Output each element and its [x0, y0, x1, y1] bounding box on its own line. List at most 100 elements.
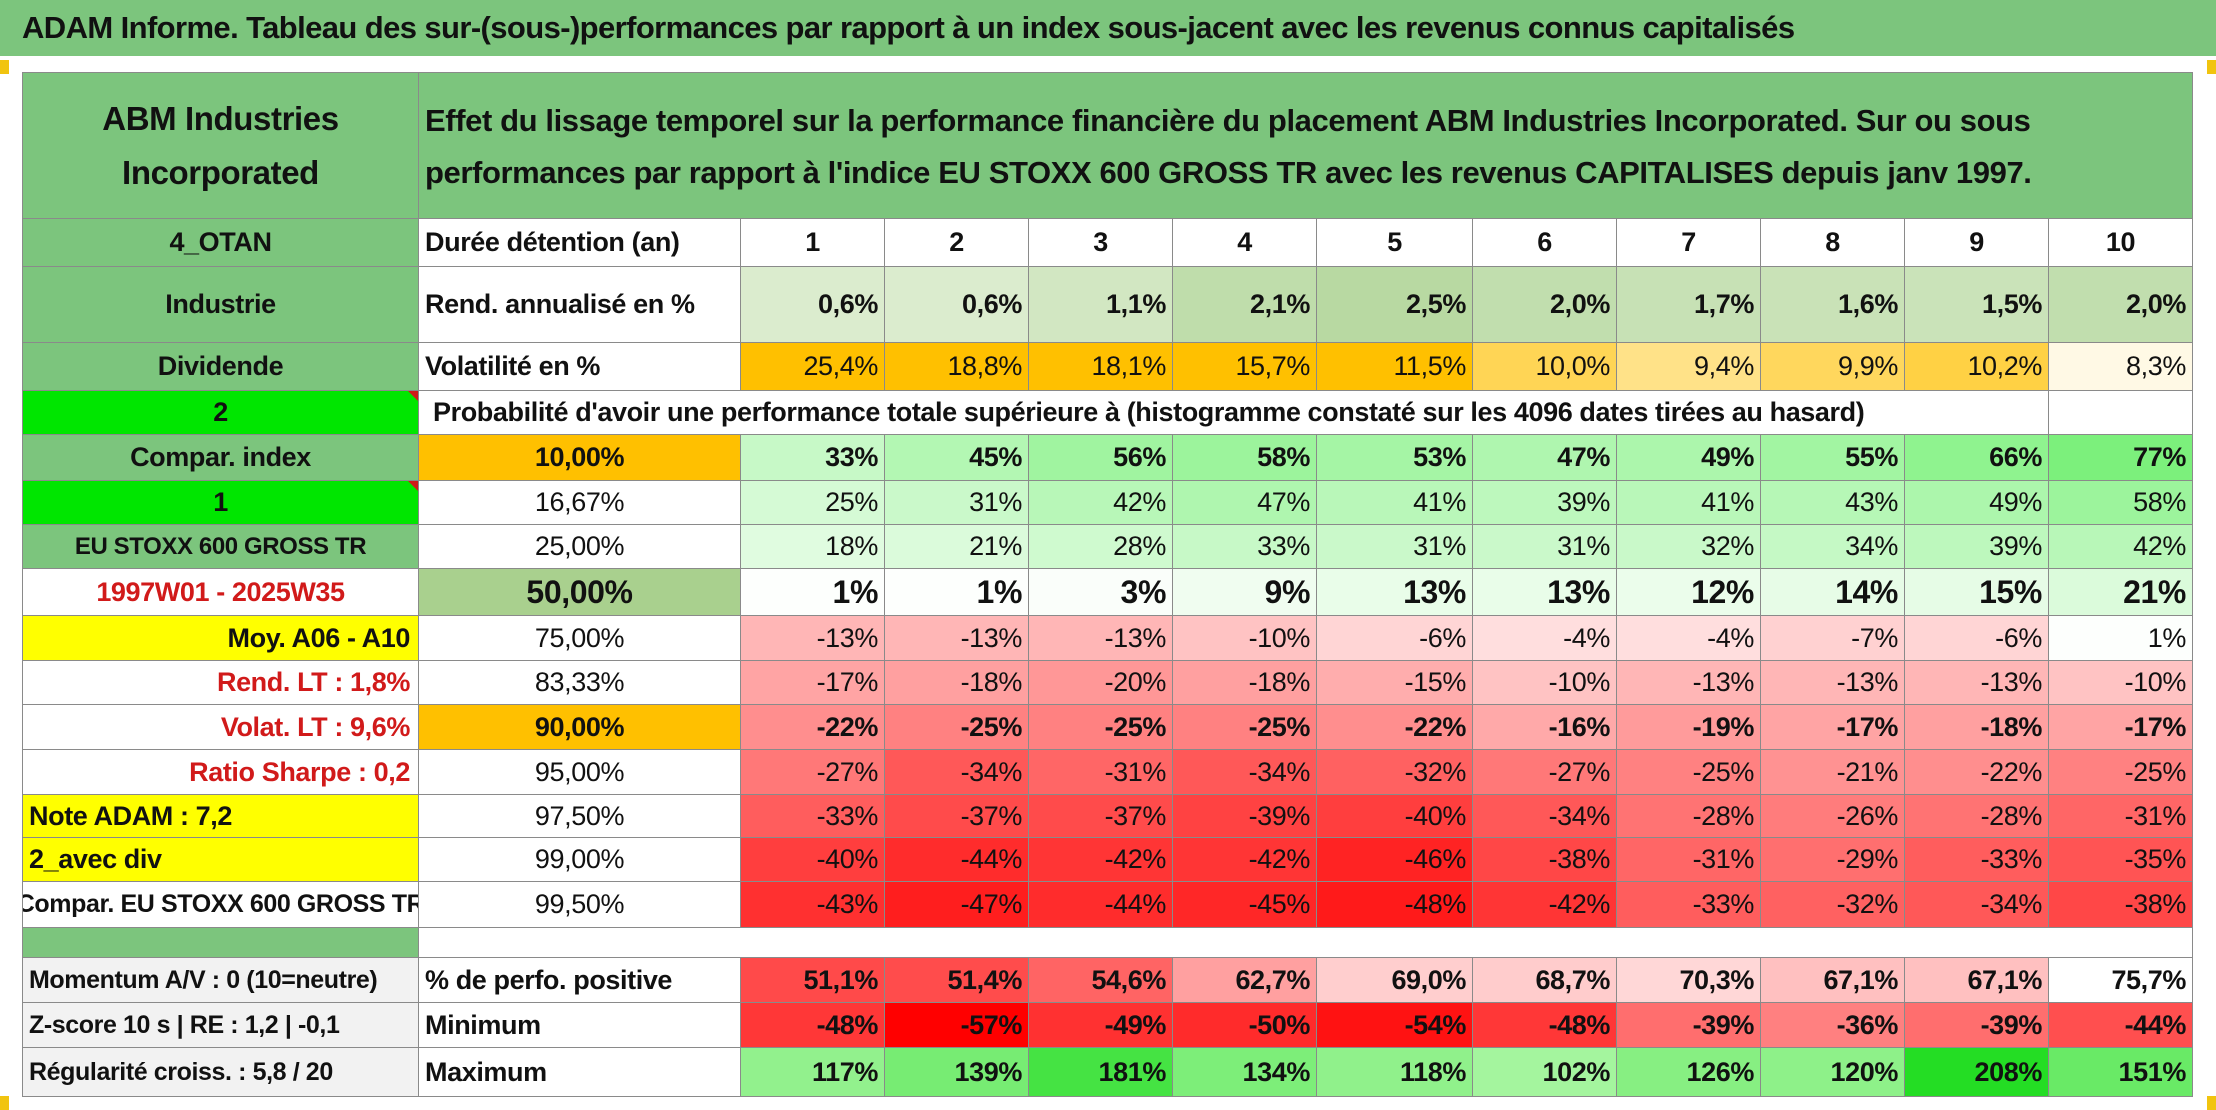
probability-cell: 47% [1473, 435, 1617, 481]
probability-cell: -22% [1317, 705, 1473, 750]
probability-cell: -18% [1173, 661, 1317, 705]
probability-threshold: 99,50% [419, 882, 741, 928]
probability-cell: 39% [1473, 481, 1617, 525]
volatility-cell: 10,2% [1905, 343, 2049, 391]
stat-cell: -50% [1173, 1003, 1317, 1048]
probability-cell: 41% [1617, 481, 1761, 525]
probability-cell: 49% [1617, 435, 1761, 481]
volatility-cell: 25,4% [741, 343, 885, 391]
probability-cell: -6% [1317, 616, 1473, 661]
probability-cell: 56% [1029, 435, 1173, 481]
probability-cell: -33% [1617, 882, 1761, 928]
stat-cell: -48% [1473, 1003, 1617, 1048]
duration-header-cell: 9 [1905, 219, 2049, 267]
stat-cell: -44% [2049, 1003, 2193, 1048]
probability-cell: 66% [1905, 435, 2049, 481]
probability-cell: -42% [1473, 882, 1617, 928]
stat-cell: 68,7% [1473, 958, 1617, 1003]
stat-cell: 134% [1173, 1048, 1317, 1097]
return-cell: 0,6% [741, 267, 885, 343]
probability-cell: -13% [1905, 661, 2049, 705]
probability-cell: -39% [1173, 795, 1317, 838]
probability-cell: 31% [885, 481, 1029, 525]
probability-cell: 33% [741, 435, 885, 481]
probability-cell: 77% [2049, 435, 2193, 481]
probability-cell: 41% [1317, 481, 1473, 525]
volatility-cell: 15,7% [1173, 343, 1317, 391]
probability-cell: -22% [741, 705, 885, 750]
probability-header: Probabilité d'avoir une performance tota… [419, 391, 2049, 435]
compar-index-label: Compar. index [23, 435, 419, 481]
company-name: ABM Industries Incorporated [23, 73, 419, 219]
blank-cell [2049, 391, 2193, 435]
duration-header-cell: 4 [1173, 219, 1317, 267]
probability-threshold: 97,50% [419, 795, 741, 838]
dividend-mode: 2_avec div [23, 838, 419, 882]
probability-cell: -15% [1317, 661, 1473, 705]
probability-cell: -13% [1761, 661, 1905, 705]
stat-cell: 181% [1029, 1048, 1173, 1097]
probability-cell: -25% [1617, 750, 1761, 795]
momentum-label: Momentum A/V : 0 (10=neutre) [23, 958, 419, 1003]
probability-threshold: 99,00% [419, 838, 741, 882]
probability-cell: 45% [885, 435, 1029, 481]
probability-cell: -42% [1029, 838, 1173, 882]
probability-cell: -38% [1473, 838, 1617, 882]
period-label: 1997W01 - 2025W35 [23, 569, 419, 616]
probability-cell: -33% [741, 795, 885, 838]
probability-cell: -17% [741, 661, 885, 705]
dividend-label: Dividende [23, 343, 419, 391]
stat-cell: -36% [1761, 1003, 1905, 1048]
probability-cell: -18% [1905, 705, 2049, 750]
duration-header-cell: 7 [1617, 219, 1761, 267]
probability-cell: -25% [885, 705, 1029, 750]
probability-cell: -32% [1317, 750, 1473, 795]
company-code: 4_OTAN [23, 219, 419, 267]
probability-cell: -22% [1905, 750, 2049, 795]
probability-cell: -37% [885, 795, 1029, 838]
performance-table: ABM Industries Incorporated 4_OTAN Industr… [22, 72, 2193, 1097]
probability-cell: -45% [1173, 882, 1317, 928]
stat-cell: 67,1% [1905, 958, 2049, 1003]
stat-cell: 70,3% [1617, 958, 1761, 1003]
return-cell: 2,5% [1317, 267, 1473, 343]
average-label: Moy. A06 - A10 [23, 616, 419, 661]
zscore-label: Z-score 10 s | RE : 1,2 | -0,1 [23, 1003, 419, 1048]
probability-cell: -4% [1473, 616, 1617, 661]
stat-cell: -49% [1029, 1003, 1173, 1048]
duration-header-cell: 8 [1761, 219, 1905, 267]
probability-cell: -48% [1317, 882, 1473, 928]
probability-threshold: 95,00% [419, 750, 741, 795]
probability-cell: 39% [1905, 525, 2049, 569]
probability-cell: -28% [1905, 795, 2049, 838]
probability-cell: 32% [1617, 525, 1761, 569]
probability-cell: -10% [1473, 661, 1617, 705]
probability-cell: 25% [741, 481, 885, 525]
corner-marker [2207, 1096, 2216, 1110]
stat-cell: 120% [1761, 1048, 1905, 1097]
probability-cell: 33% [1173, 525, 1317, 569]
stat-row-label: Minimum [419, 1003, 741, 1048]
comparison-label: Compar. EU STOXX 600 GROSS TR [23, 882, 419, 928]
probability-cell: 15% [1905, 569, 2049, 616]
stat-cell: -57% [885, 1003, 1029, 1048]
probability-cell: -25% [2049, 750, 2193, 795]
probability-cell: -34% [1473, 795, 1617, 838]
separator-cell [419, 928, 2193, 958]
probability-cell: 1% [741, 569, 885, 616]
stat-cell: 208% [1905, 1048, 2049, 1097]
probability-cell: -10% [2049, 661, 2193, 705]
duration-header-cell: 1 [741, 219, 885, 267]
stat-cell: -48% [741, 1003, 885, 1048]
probability-cell: 3% [1029, 569, 1173, 616]
probability-cell: -44% [885, 838, 1029, 882]
row-label-return: Rend. annualisé en % [419, 267, 741, 343]
corner-marker [2207, 60, 2216, 74]
report-title: ADAM Informe. Tableau des sur-(sous-)per… [22, 10, 1795, 45]
probability-threshold: 75,00% [419, 616, 741, 661]
volatility-cell: 9,9% [1761, 343, 1905, 391]
adam-note: Note ADAM : 7,2 [23, 795, 419, 838]
probability-cell: -31% [2049, 795, 2193, 838]
probability-cell: -13% [885, 616, 1029, 661]
probability-threshold: 90,00% [419, 705, 741, 750]
